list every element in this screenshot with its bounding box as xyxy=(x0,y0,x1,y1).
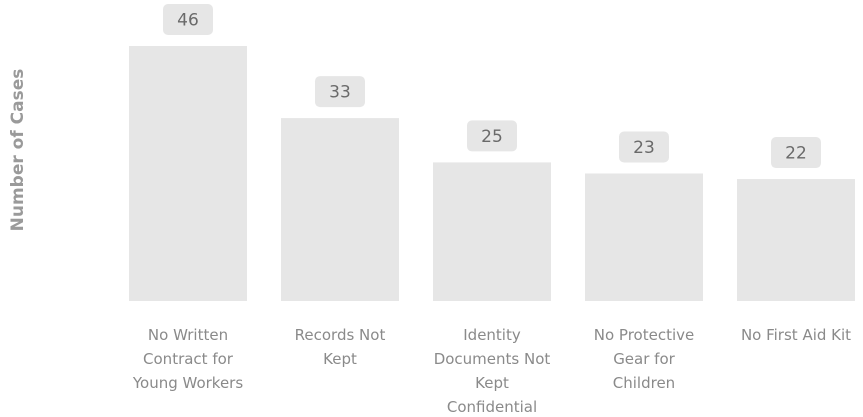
bar-3 xyxy=(433,162,551,301)
data-label-bg-3 xyxy=(467,120,517,152)
data-label-5: 22 xyxy=(785,144,807,164)
x-tick-label-5: No First Aid Kit xyxy=(741,326,851,344)
data-label-4: 23 xyxy=(633,138,655,158)
bars-group xyxy=(129,46,855,301)
data-label-3: 25 xyxy=(481,127,503,147)
data-label-1: 46 xyxy=(177,11,199,31)
data-label-bg-1 xyxy=(163,4,213,35)
bar-5 xyxy=(737,179,855,301)
x-tick-label-4: No Protective Gear for Children xyxy=(594,326,694,392)
x-tick-label-1: No Written Contract for Young Workers xyxy=(132,326,243,392)
data-label-bg-5 xyxy=(771,137,821,169)
data-labels-group: 46 33 25 23 22 xyxy=(163,4,821,169)
bar-1 xyxy=(129,46,247,301)
y-axis-label: Number of Cases xyxy=(8,69,28,232)
bar-2 xyxy=(281,118,399,301)
data-label-bg-4 xyxy=(619,131,669,163)
data-label-bg-2 xyxy=(315,76,365,108)
x-tick-labels-group: No Written Contract for Young Workers Recor… xyxy=(132,326,851,416)
x-tick-label-2: Records Not Kept xyxy=(295,326,386,368)
x-tick-label-3: Identity Documents Not Kept Confidential xyxy=(434,326,551,416)
data-label-2: 33 xyxy=(329,83,351,103)
bar-4 xyxy=(585,173,703,301)
